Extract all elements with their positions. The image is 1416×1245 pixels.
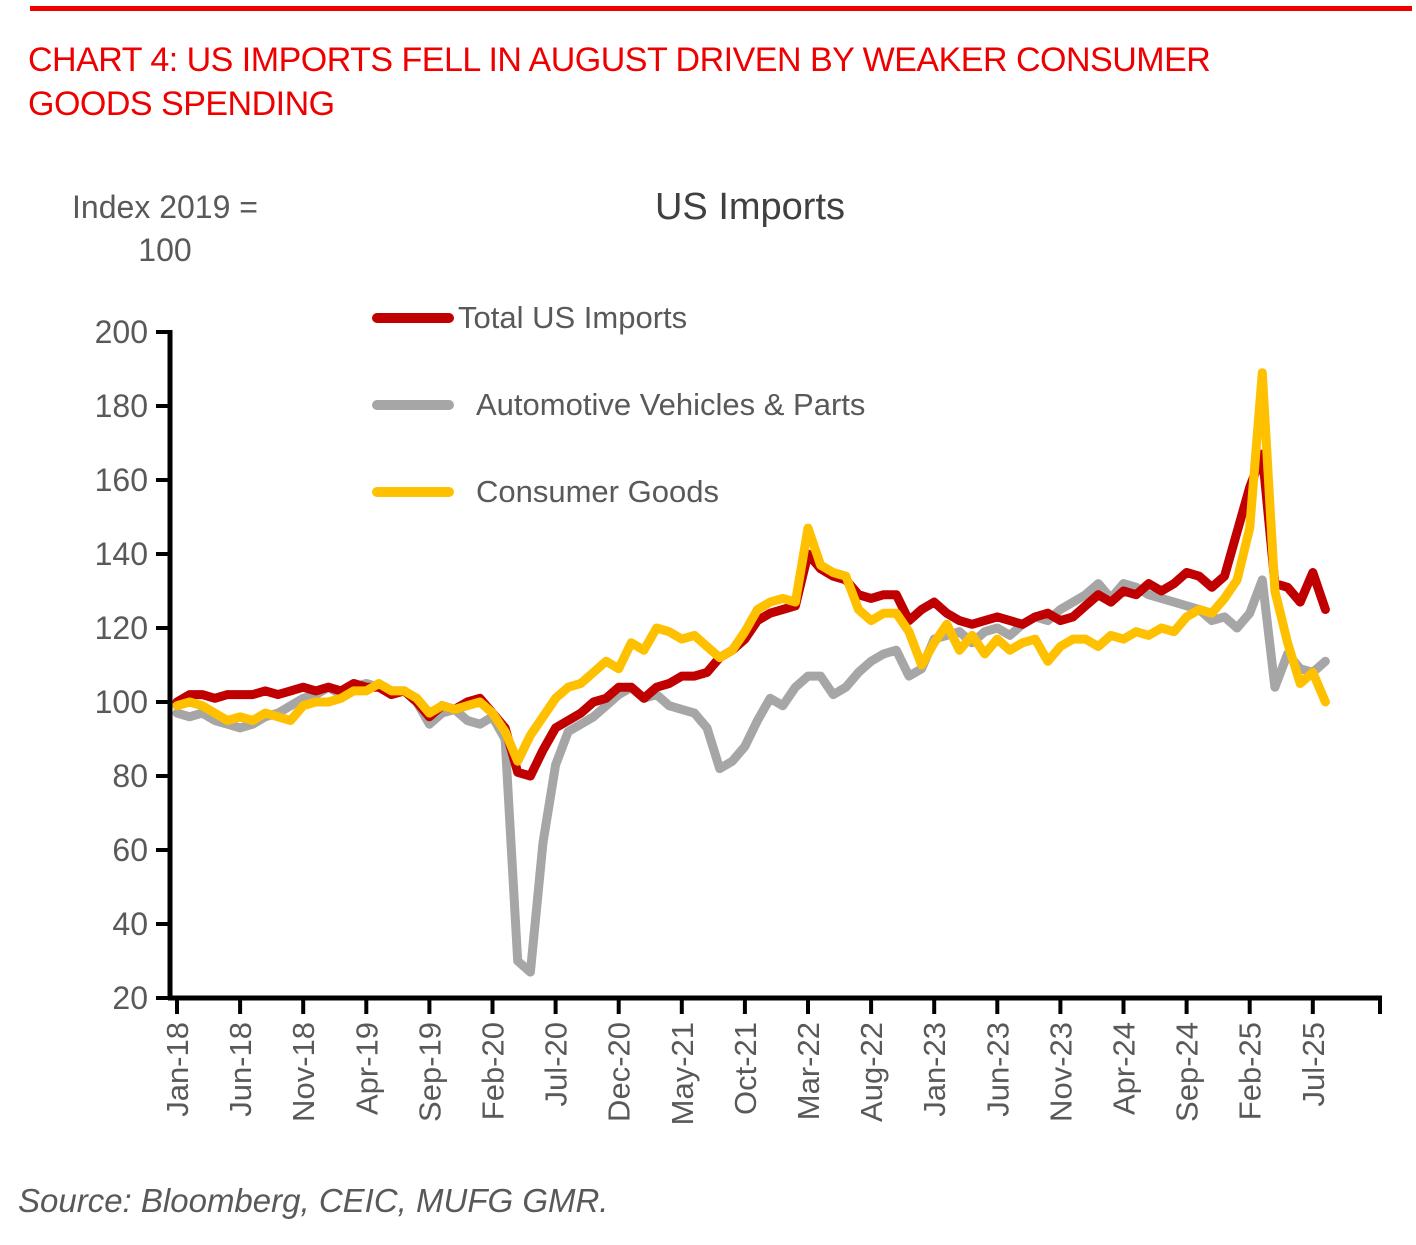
legend-item-consumer-goods: Consumer Goods [372,470,865,514]
x-tick-label: Dec-20 [602,1022,637,1122]
y-tick-label: 80 [112,758,148,794]
x-tick-label: Jun-18 [223,1022,258,1117]
y-tick-label: 40 [112,906,148,942]
axes [167,330,1382,1001]
y-tick-label: 120 [95,610,148,646]
x-tick-label: Feb-25 [1233,1022,1268,1120]
series-line-automotive-vehicles-parts [172,575,1330,977]
y-tick-label: 100 [95,684,148,720]
legend-item-automotive-vehicles-parts: Automotive Vehicles & Parts [372,383,865,427]
series-line-consumer-goods [172,368,1330,766]
x-tick-label: Jun-23 [980,1022,1015,1117]
y-axis-unit-line1: Index 2019 = [72,189,258,225]
x-tick-label: Nov-23 [1043,1022,1078,1122]
y-tick-label: 60 [112,832,148,868]
legend-label: Consumer Goods [476,474,719,509]
y-axis-unit-line2: 100 [138,232,192,268]
legend-swatch-icon [372,313,454,323]
x-tick-label: Sep-19 [412,1022,447,1122]
y-tick-label: 180 [95,388,148,424]
x-tick-label: Apr-24 [1107,1022,1142,1115]
header-rule [30,6,1412,11]
x-tick-label: Jan-23 [917,1022,952,1117]
chart-title: US Imports [654,186,846,228]
x-tick-label: Jul-20 [539,1022,574,1106]
y-tick-label: 20 [112,980,148,1016]
source-note: Source: Bloomberg, CEIC, MUFG GMR. [18,1182,609,1219]
y-axis-ticks: 200 180 160 140 120 100 80 60 40 20 [95,314,170,1016]
x-axis-ticks: Jan-18 Jun-18 Nov-18 Apr-19 Sep-19 Feb-20 Jul-… [160,998,1382,1125]
x-tick-label: Nov-18 [286,1022,321,1122]
x-tick-label: Apr-19 [349,1022,384,1115]
x-tick-label: Sep-24 [1170,1022,1205,1122]
x-tick-label: Oct-21 [728,1022,763,1115]
legend-label: Automotive Vehicles & Parts [476,387,866,422]
chart-legend: Total US Imports Automotive Vehicles & Pa… [372,296,865,557]
x-tick-label: Aug-22 [854,1022,889,1122]
x-tick-label: Feb-20 [476,1022,511,1120]
page-title-line2: GOODS SPENDING [28,85,335,123]
x-tick-label: Jan-18 [160,1022,195,1117]
legend-label: Total US Imports [458,300,688,335]
y-axis-unit-label: Index 2019 = 100 [40,186,290,272]
page-title: CHART 4: US IMPORTS FELL IN AUGUST DRIVE… [28,38,1408,126]
y-tick-label: 140 [95,536,148,572]
x-tick-label: May-21 [665,1022,700,1125]
x-tick-label: Mar-22 [791,1022,826,1120]
y-tick-label: 200 [95,314,148,350]
legend-swatch-icon [372,400,454,410]
x-tick-label: Jul-25 [1296,1022,1331,1106]
series-lines [172,368,1330,977]
legend-item-total-us-imports: Total US Imports [372,296,865,340]
legend-swatch-icon [372,487,454,497]
y-tick-label: 160 [95,462,148,498]
page-title-line1: CHART 4: US IMPORTS FELL IN AUGUST DRIVE… [28,41,1211,79]
